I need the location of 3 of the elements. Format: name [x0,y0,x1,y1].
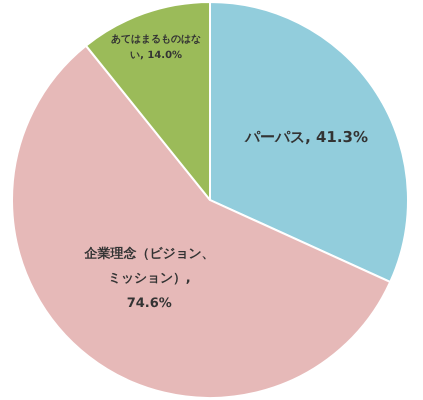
slice-label: 企業理念（ビジョン、ミッション）, 74.6% [83,246,214,310]
slice-label: パーパス, 41.3% [244,128,368,146]
slice-label: あてはまるものはない, 14.0% [111,34,202,61]
